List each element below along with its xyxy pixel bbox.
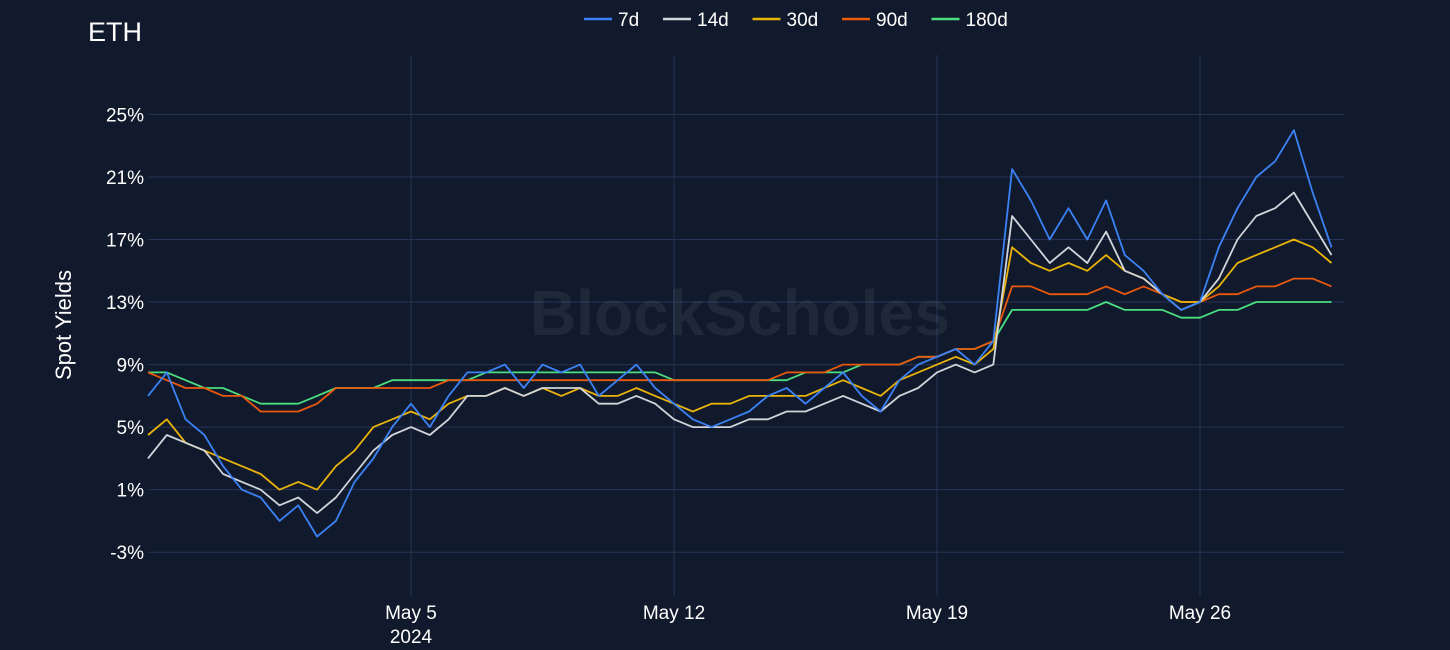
legend-label: 30d xyxy=(787,10,819,31)
y-tick-label: 9% xyxy=(117,356,145,377)
x-tick-label: May 19 xyxy=(906,603,968,624)
y-axis-label: Spot Yields xyxy=(51,270,76,380)
x-tick-label: May 26 xyxy=(1169,603,1231,624)
legend-item-30d[interactable]: 30d xyxy=(752,10,819,31)
y-tick-label: -3% xyxy=(110,543,144,564)
legend-item-180d[interactable]: 180d xyxy=(931,10,1008,31)
legend-label: 7d xyxy=(618,10,639,31)
legend-label: 180d xyxy=(966,10,1008,31)
y-axis-ticks: 25% 21% 17% 13% 9% 5% 1% -3% xyxy=(106,105,144,564)
y-tick-label: 25% xyxy=(106,105,144,126)
series-line-90d xyxy=(147,277,1332,413)
y-tick-label: 17% xyxy=(106,231,144,252)
legend-item-7d[interactable]: 7d xyxy=(584,10,639,31)
x-axis-ticks: May 5 2024 May 12 May 19 May 26 xyxy=(385,603,1231,648)
series-line-7d xyxy=(147,129,1333,538)
chart-title: ETH xyxy=(88,17,142,47)
x-tick-label: May 12 xyxy=(643,603,705,624)
series-lines xyxy=(147,129,1333,538)
series-line-14d xyxy=(147,191,1333,514)
y-tick-label: 21% xyxy=(106,168,144,189)
watermark-text: BlockScholes xyxy=(530,277,950,349)
y-tick-label: 5% xyxy=(117,418,145,439)
legend-item-90d[interactable]: 90d xyxy=(842,10,908,31)
legend: 7d 14d 30d 90d 180d xyxy=(584,10,1008,31)
legend-item-14d[interactable]: 14d xyxy=(663,10,729,31)
legend-label: 14d xyxy=(697,10,729,31)
legend-label: 90d xyxy=(876,10,908,31)
y-tick-label: 1% xyxy=(117,481,145,502)
x-tick-year-label: 2024 xyxy=(390,627,433,648)
grid xyxy=(148,55,1344,596)
y-tick-label: 13% xyxy=(106,293,144,314)
x-tick-label: May 5 xyxy=(385,603,437,624)
